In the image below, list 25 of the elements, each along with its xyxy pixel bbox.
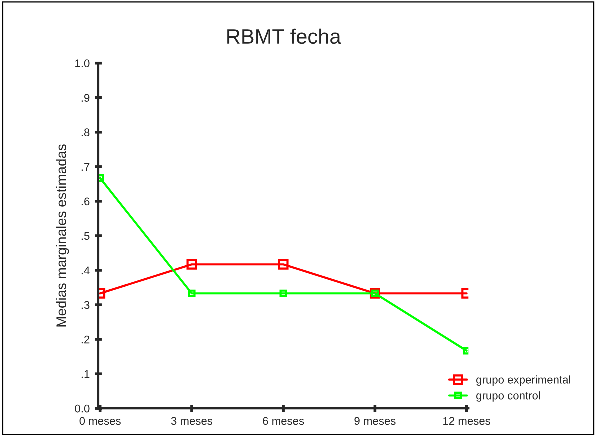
legend-label: grupo experimental — [476, 376, 570, 386]
y-tick-label: .4 — [82, 266, 90, 275]
x-tick-label: 0 meses — [80, 417, 121, 426]
y-tick-label: .2 — [82, 336, 90, 344]
legend-label: grupo control — [476, 392, 540, 402]
point — [462, 347, 469, 355]
y-tick-label: .6 — [82, 198, 90, 206]
y-tick-label: .8 — [82, 128, 90, 137]
point — [188, 290, 196, 298]
y-tick-label: .9 — [82, 94, 90, 102]
y-tick-label: 1.0 — [76, 60, 90, 68]
x-tick-label: 12 meses — [444, 417, 490, 426]
y-axis-title: Medias marginales estimadas — [56, 144, 70, 327]
x-tick-label: 3 meses — [171, 417, 213, 426]
y-tick-label: .7 — [82, 163, 90, 171]
point — [280, 290, 288, 298]
x-tick-label: 6 meses — [263, 417, 304, 426]
point — [278, 259, 289, 270]
point — [186, 259, 198, 270]
x-tick-label: 9 meses — [354, 417, 396, 426]
y-tick-label: .1 — [82, 370, 90, 378]
chart-title: RBMT fecha — [228, 28, 342, 44]
y-tick-label: .3 — [82, 301, 90, 310]
y-tick-label: .5 — [82, 232, 90, 240]
y-tick-label: 0.0 — [75, 404, 90, 413]
